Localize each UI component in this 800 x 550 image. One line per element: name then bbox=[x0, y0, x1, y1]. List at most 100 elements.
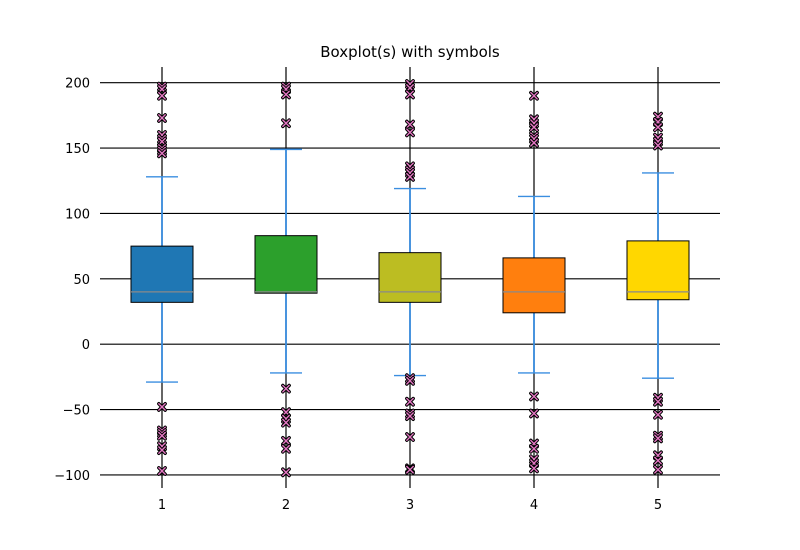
box-3 bbox=[378, 79, 442, 475]
box-body bbox=[626, 240, 690, 301]
outlier-fill bbox=[158, 114, 166, 122]
outlier-fill bbox=[654, 410, 662, 419]
y-tick-label: 200 bbox=[65, 77, 90, 92]
outlier-point bbox=[281, 383, 291, 394]
outlier-point bbox=[157, 430, 167, 441]
outlier-fill bbox=[530, 464, 538, 473]
outlier-fill bbox=[282, 437, 290, 445]
outlier-fill bbox=[158, 403, 166, 411]
outlier-point bbox=[157, 148, 167, 159]
outlier-point bbox=[529, 463, 539, 474]
outlier-point bbox=[157, 402, 167, 412]
outlier-fill bbox=[406, 433, 414, 441]
x-tick-label: 1 bbox=[158, 498, 166, 513]
box-1 bbox=[130, 81, 194, 476]
outlier-fill bbox=[282, 119, 290, 128]
outlier-fill bbox=[406, 376, 414, 385]
outlier-fill bbox=[158, 149, 166, 158]
outlier-point bbox=[653, 455, 663, 466]
outlier-fill bbox=[406, 90, 414, 99]
y-tick-label: −100 bbox=[54, 469, 90, 484]
box-2 bbox=[254, 81, 318, 478]
x-tick-label: 2 bbox=[282, 498, 290, 513]
outlier-fill bbox=[406, 397, 414, 406]
outlier-point bbox=[405, 396, 415, 407]
outlier-point bbox=[653, 464, 663, 475]
outlier-fill bbox=[282, 418, 290, 427]
outlier-fill bbox=[282, 384, 290, 393]
outlier-point bbox=[157, 113, 167, 123]
outlier-fill bbox=[530, 444, 538, 453]
x-axis-ticks: 1 2 3 4 5 bbox=[158, 498, 662, 513]
box-body bbox=[502, 257, 566, 314]
outlier-fill bbox=[654, 397, 662, 406]
outlier-fill bbox=[654, 434, 662, 443]
outlier-point bbox=[405, 375, 415, 386]
y-tick-label: 100 bbox=[65, 207, 90, 222]
outlier-point bbox=[281, 443, 291, 454]
outlier-fill bbox=[406, 172, 414, 181]
outlier-point bbox=[281, 417, 291, 428]
outlier-point bbox=[405, 464, 415, 475]
outlier-fill bbox=[406, 120, 414, 129]
outlier-fill bbox=[158, 91, 166, 100]
outlier-fill bbox=[530, 123, 538, 132]
outlier-point bbox=[529, 443, 539, 454]
outlier-fill bbox=[406, 465, 414, 474]
y-tick-label: 0 bbox=[82, 338, 90, 353]
outlier-fill bbox=[654, 123, 662, 132]
outlier-point bbox=[281, 467, 291, 478]
outlier-fill bbox=[158, 467, 166, 475]
outlier-fill bbox=[654, 465, 662, 474]
outlier-point bbox=[653, 396, 663, 407]
outlier-fill bbox=[406, 128, 414, 137]
outlier-fill bbox=[530, 409, 538, 418]
box-body bbox=[378, 252, 442, 303]
outlier-fill bbox=[530, 392, 538, 401]
outlier-point bbox=[529, 137, 539, 148]
outlier-fill bbox=[530, 91, 538, 100]
x-tick-label: 4 bbox=[530, 498, 538, 513]
y-tick-label: 150 bbox=[65, 142, 90, 157]
outlier-point bbox=[405, 171, 415, 182]
outlier-fill bbox=[654, 141, 662, 150]
outlier-fill bbox=[158, 446, 166, 454]
outlier-point bbox=[405, 89, 415, 100]
outlier-fill bbox=[282, 90, 290, 99]
outlier-fill bbox=[282, 444, 290, 453]
outlier-point bbox=[405, 127, 415, 138]
outlier-point bbox=[281, 436, 291, 446]
y-tick-label: 50 bbox=[73, 273, 90, 288]
box-body bbox=[130, 245, 194, 303]
outlier-point bbox=[529, 122, 539, 133]
outlier-fill bbox=[282, 468, 290, 477]
outlier-point bbox=[157, 90, 167, 101]
outlier-point bbox=[653, 140, 663, 151]
outlier-point bbox=[405, 411, 415, 421]
outlier-fill bbox=[654, 456, 662, 465]
outlier-point bbox=[529, 90, 539, 101]
outlier-point bbox=[529, 391, 539, 402]
outlier-fill bbox=[158, 431, 166, 440]
outlier-point bbox=[281, 118, 291, 129]
box-5 bbox=[626, 111, 690, 475]
outlier-point bbox=[157, 445, 167, 455]
outlier-point bbox=[157, 466, 167, 476]
outlier-point bbox=[405, 119, 415, 130]
outlier-point bbox=[653, 122, 663, 133]
outlier-fill bbox=[530, 138, 538, 147]
box-body bbox=[254, 235, 318, 294]
outlier-point bbox=[405, 432, 415, 442]
outlier-point bbox=[653, 433, 663, 444]
outlier-point bbox=[653, 409, 663, 420]
y-axis-ticks: −100 −50 0 50 100 150 200 bbox=[54, 77, 90, 484]
box-4 bbox=[502, 90, 566, 474]
outlier-point bbox=[529, 408, 539, 419]
x-tick-label: 3 bbox=[406, 498, 414, 513]
outlier-fill bbox=[406, 412, 414, 420]
x-tick-label: 5 bbox=[654, 498, 662, 513]
y-tick-label: −50 bbox=[63, 404, 90, 419]
box-series bbox=[130, 79, 690, 478]
chart-title: Boxplot(s) with symbols bbox=[320, 43, 500, 61]
